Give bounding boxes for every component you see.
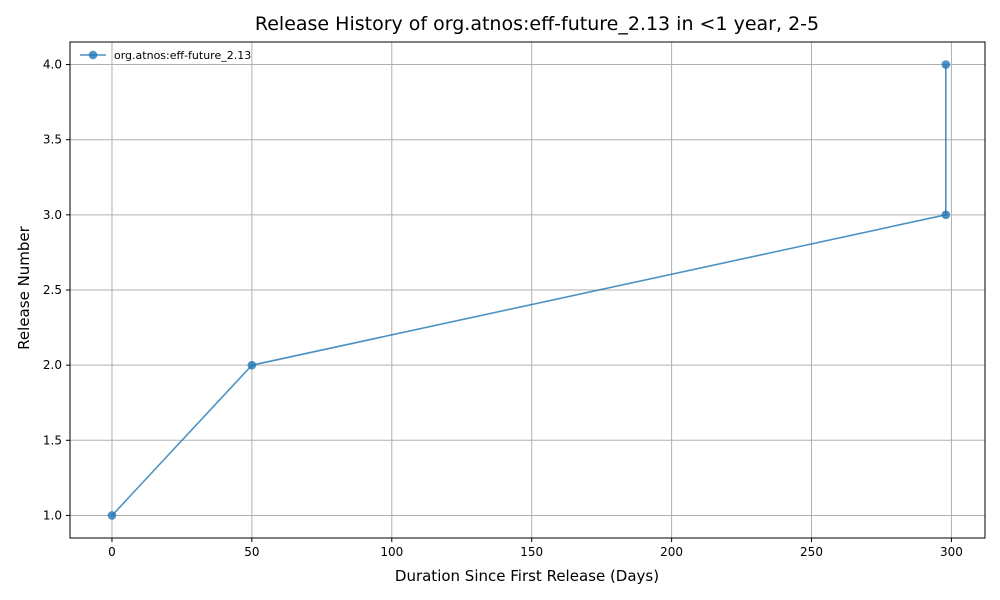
- series-layer: [107, 60, 951, 520]
- x-axis-title: Duration Since First Release (Days): [395, 567, 659, 585]
- x-tick-label: 200: [660, 545, 683, 559]
- x-tick-label: 50: [244, 545, 259, 559]
- x-tick-label: 300: [940, 545, 963, 559]
- y-tick-label: 2.5: [43, 283, 62, 297]
- y-tick-label: 1.0: [43, 508, 62, 522]
- axis-ticks: 0 50 100 150 200 250 300 1.0 1.5 2.0 2.5 3.0 3.5 4.0: [43, 58, 963, 559]
- y-axis-title: Release Number: [15, 225, 33, 349]
- grid: [70, 42, 985, 538]
- y-tick-label: 3.5: [43, 133, 62, 147]
- x-tick-label: 100: [380, 545, 403, 559]
- legend-marker: [88, 50, 98, 60]
- data-point: [941, 60, 951, 69]
- chart-title: Release History of org.atnos:eff-future_…: [255, 13, 819, 35]
- data-point: [941, 210, 951, 220]
- series-line: [111, 64, 947, 517]
- data-point: [247, 360, 257, 370]
- x-tick-label: 250: [800, 545, 823, 559]
- y-tick-label: 1.5: [43, 433, 62, 447]
- x-tick-label: 150: [520, 545, 543, 559]
- y-tick-label: 4.0: [43, 58, 62, 72]
- legend-label: org.atnos:eff-future_2.13: [114, 49, 251, 62]
- y-tick-label: 3.0: [43, 208, 62, 222]
- y-tick-label: 2.0: [43, 358, 62, 372]
- legend: org.atnos:eff-future_2.13: [80, 49, 251, 62]
- data-point: [107, 511, 117, 520]
- x-tick-label: 0: [108, 545, 116, 559]
